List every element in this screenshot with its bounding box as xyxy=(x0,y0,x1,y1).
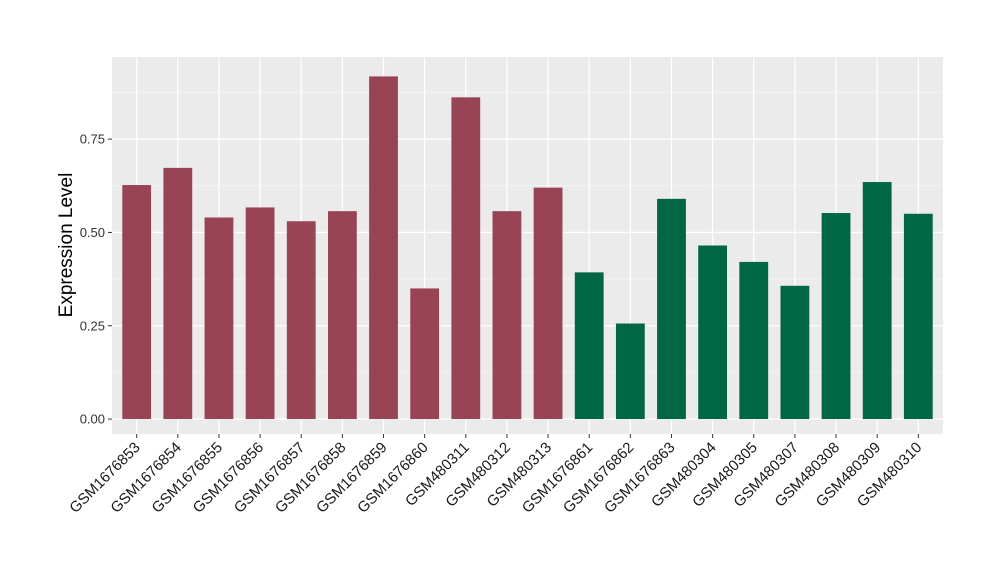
panel-background xyxy=(112,57,943,434)
y-axis: 0.00 0.25 0.50 0.75 xyxy=(80,132,112,427)
bar xyxy=(862,182,892,420)
bar xyxy=(739,261,769,420)
y-axis-title: Expression Level xyxy=(56,173,77,318)
bar xyxy=(574,272,604,420)
bar xyxy=(327,211,357,420)
y-tick-label: 0.00 xyxy=(80,412,105,427)
y-tick-label: 0.50 xyxy=(80,225,105,240)
bar xyxy=(903,213,933,420)
y-tick-label: 0.25 xyxy=(80,318,105,333)
y-tick-label: 0.75 xyxy=(80,132,105,147)
bar xyxy=(698,245,728,420)
bar xyxy=(780,285,810,420)
bar xyxy=(286,221,316,420)
bar xyxy=(369,76,398,420)
bar xyxy=(615,323,645,420)
x-axis: GSM1676853GSM1676854GSM1676855GSM1676856… xyxy=(66,434,925,517)
bars xyxy=(122,76,933,420)
bar xyxy=(204,217,234,420)
x-tick-label: GSM1676853 xyxy=(66,439,143,516)
bar xyxy=(245,207,275,420)
bar xyxy=(410,288,440,420)
bar xyxy=(122,185,152,420)
bar xyxy=(492,211,522,420)
bar xyxy=(163,167,193,420)
bar xyxy=(657,198,686,420)
bar xyxy=(451,97,481,420)
bar xyxy=(821,213,851,420)
bar xyxy=(533,187,563,420)
